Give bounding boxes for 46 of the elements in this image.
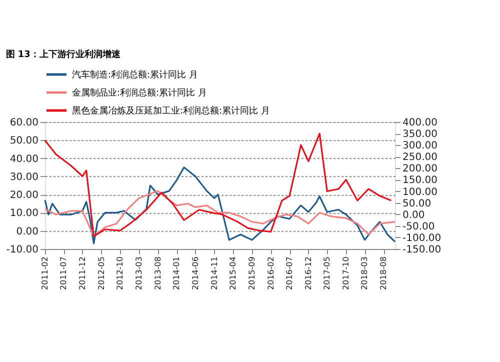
y-tick-label: -10.00 <box>6 244 38 256</box>
x-tick-label: 2011-12 <box>78 256 87 290</box>
line-series <box>44 190 396 238</box>
line-series <box>44 166 396 244</box>
x-tick-label: 2013-08 <box>153 256 162 290</box>
x-tick-label: 2018-03 <box>360 256 370 290</box>
y2-tick-label: 300.00 <box>402 140 438 152</box>
y2-tick-label: -50.00 <box>402 221 435 232</box>
y2-tick-label: 100.00 <box>402 186 438 198</box>
x-tick-label: 2018-08 <box>379 256 388 290</box>
y2-tick-label: 200.00 <box>402 164 438 175</box>
x-tick-label: 2016-12 <box>304 256 313 290</box>
x-tick-label: 2017-05 <box>322 256 332 290</box>
legend-label: 金属制品业:利润总额:累计同比 月 <box>72 88 207 98</box>
y-tick-label: 60.00 <box>10 118 38 128</box>
y2-tick-label: 150.00 <box>402 175 438 186</box>
y-tick-label: 30.00 <box>10 172 38 183</box>
y2-tick-label: 350.00 <box>402 129 438 140</box>
y-tick-label: 40.00 <box>10 154 38 165</box>
x-tick-label: 2015-09 <box>247 256 256 290</box>
y2-tick-label: 50.00 <box>402 198 432 210</box>
y-tick-label: 20.00 <box>10 190 38 202</box>
x-tick-label: 2016-02 <box>266 256 276 290</box>
x-tick-label: 2012-05 <box>96 256 106 290</box>
line-series <box>44 132 392 238</box>
legend-label: 汽车制造:利润总额:累计同比 月 <box>72 70 198 80</box>
x-tick-label: 2014-11 <box>210 256 219 290</box>
x-tick-label: 2015-04 <box>228 256 238 290</box>
x-tick-label: 2014-06 <box>190 256 200 290</box>
x-tick-label: 2014-01 <box>172 256 182 290</box>
y2-tick-label: 0.00 <box>402 210 425 221</box>
y2-tick-label: 250.00 <box>402 152 438 164</box>
y-tick-label: 10.00 <box>10 208 38 220</box>
x-tick-label: 2011-02 <box>40 256 50 290</box>
y2-tick-label: -100.00 <box>402 232 442 244</box>
x-tick-label: 2017-10 <box>342 256 351 290</box>
y2-tick-label: -150.00 <box>402 244 442 256</box>
x-tick-label: 2012-10 <box>116 256 125 290</box>
legend-label: 黑色金属冶炼及压延加工业:利润总额:累计同比 月 <box>72 106 270 116</box>
chart-title: 图 13：上下游行业利润增速 <box>6 49 122 60</box>
y2-tick-label: 400.00 <box>402 118 438 128</box>
y-tick-label: 50.00 <box>10 136 38 147</box>
y-tick-label: 0.00 <box>16 226 38 238</box>
x-tick-label: 2011-07 <box>59 256 68 290</box>
x-tick-label: 2016-07 <box>285 256 294 290</box>
x-tick-label: 2013-03 <box>134 256 144 290</box>
